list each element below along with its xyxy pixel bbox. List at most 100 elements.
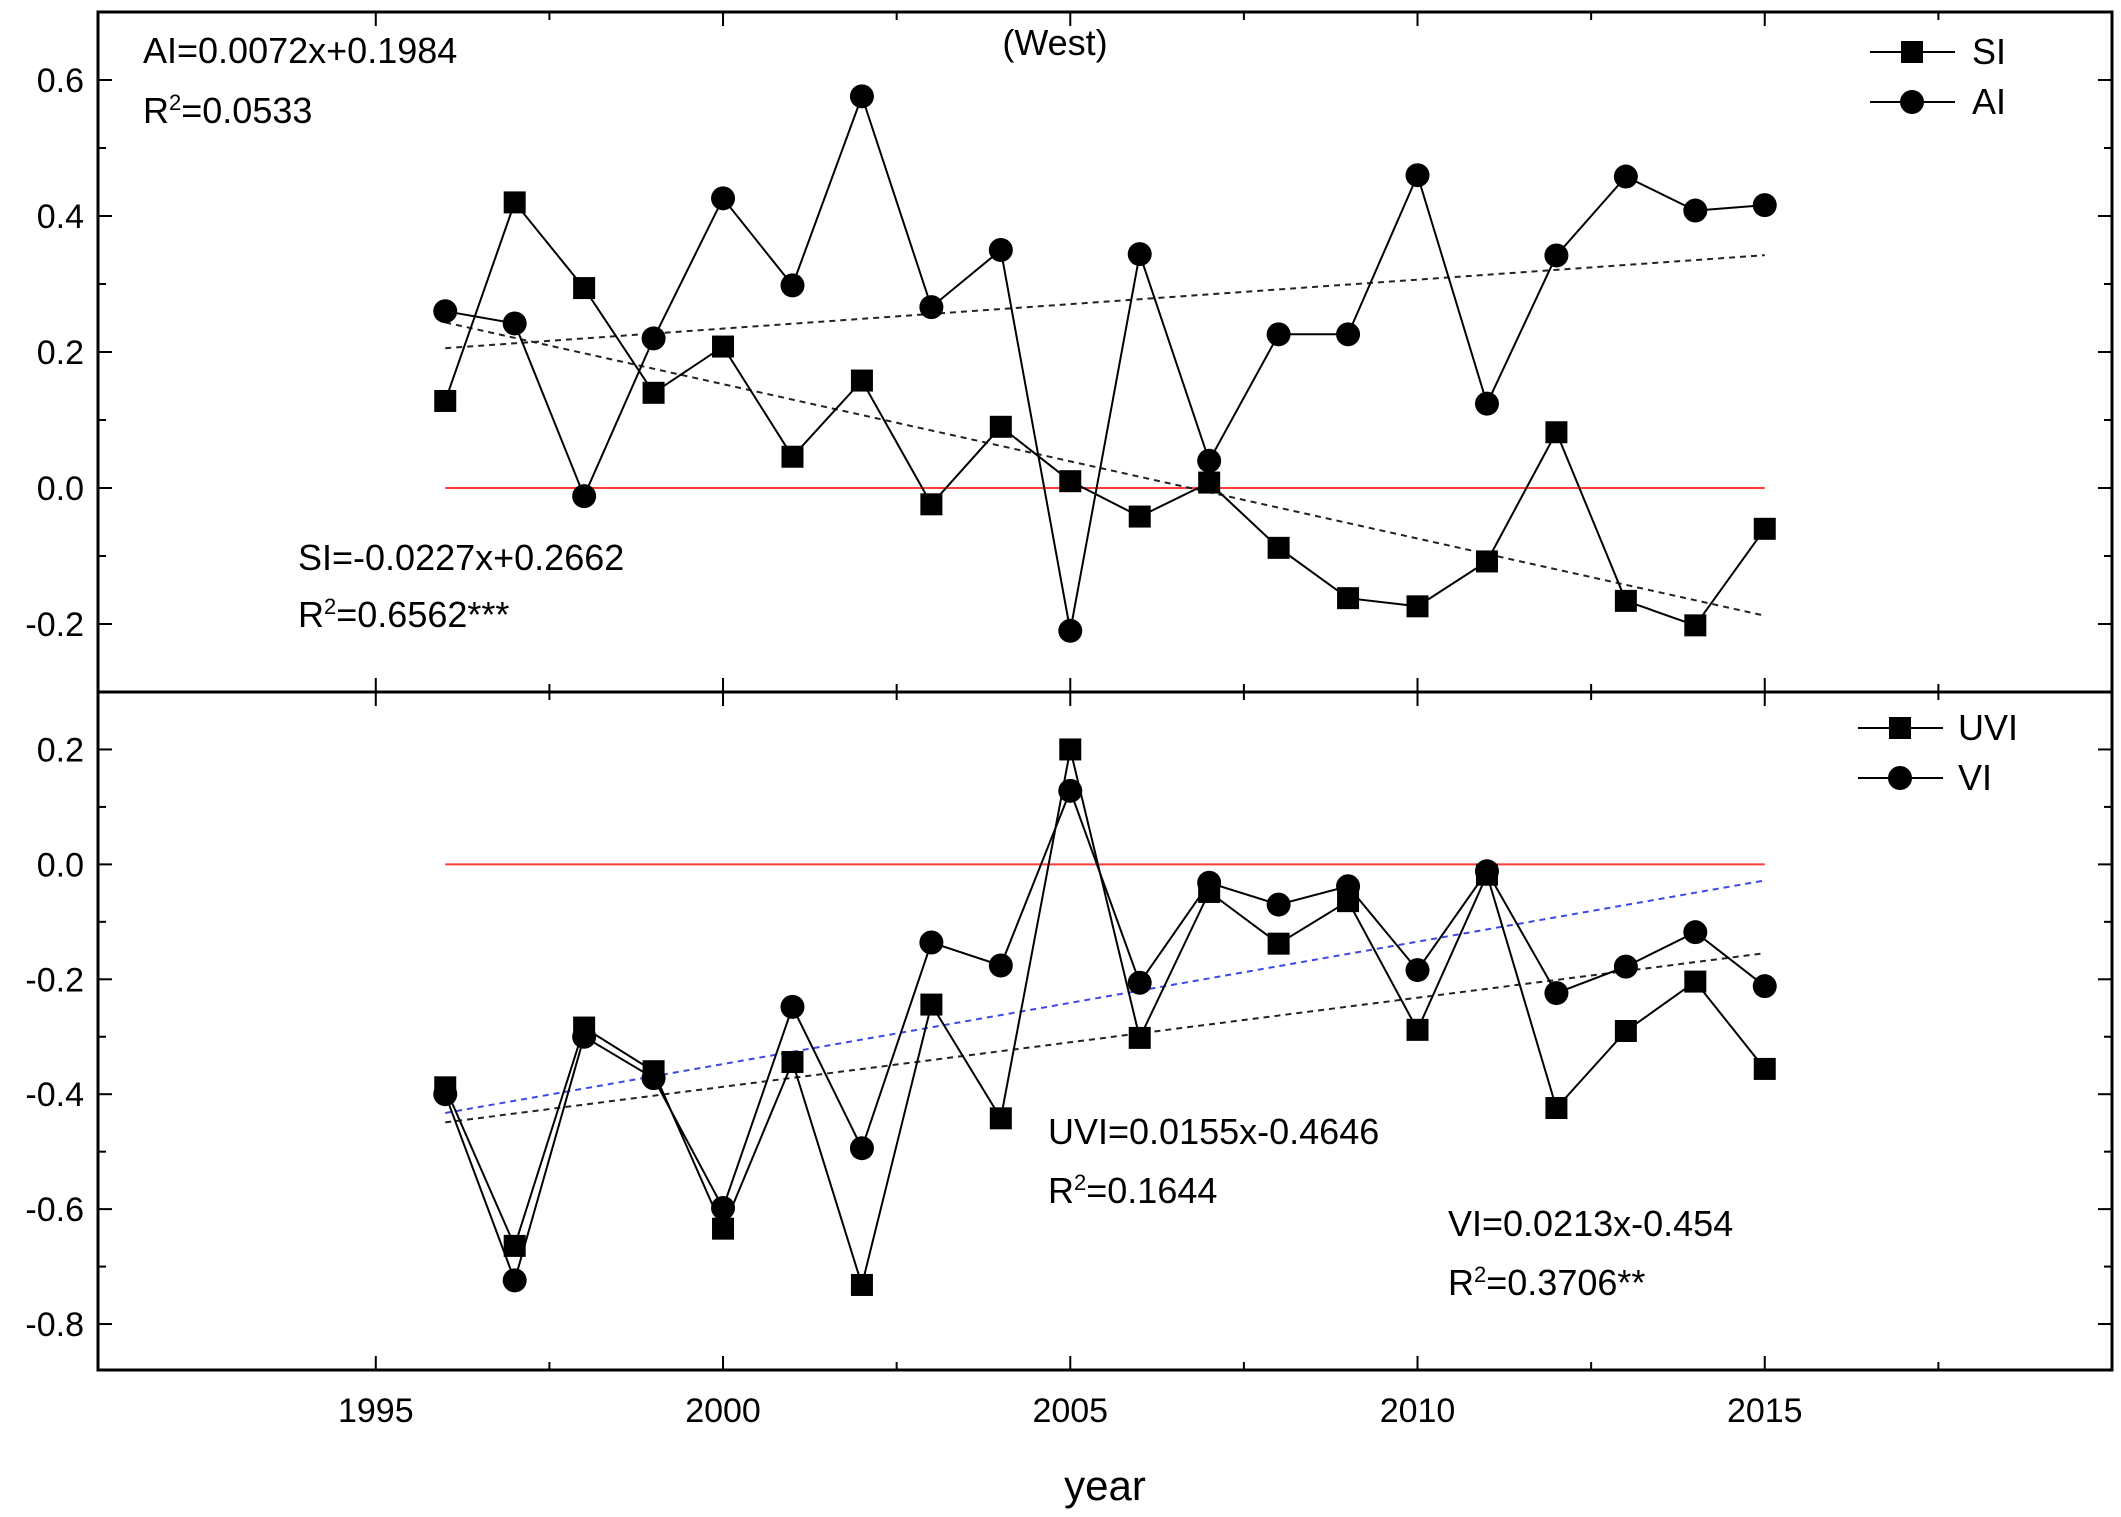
bottom-y-tick-label: -0.6 bbox=[25, 1191, 84, 1229]
data-point-vi bbox=[1058, 778, 1083, 803]
data-point-uvi bbox=[712, 1217, 735, 1240]
vi-r2-prefix: R bbox=[1448, 1262, 1474, 1303]
x-tick-label: 2015 bbox=[1727, 1392, 1803, 1430]
ai-r2-value: =0.0533 bbox=[181, 90, 312, 131]
data-point-vi bbox=[1197, 870, 1222, 895]
data-point-si bbox=[1684, 614, 1707, 637]
data-point-ai bbox=[919, 295, 944, 320]
ai-r2: R2=0.0533 bbox=[143, 90, 312, 131]
top-y-tick-label: -0.2 bbox=[25, 606, 84, 644]
data-point-ai bbox=[1266, 322, 1291, 347]
data-point-uvi bbox=[920, 993, 943, 1016]
data-point-si bbox=[989, 415, 1012, 438]
data-point-si bbox=[1267, 536, 1290, 559]
top-legend: SI AI bbox=[1870, 31, 2006, 122]
top-trendline-si bbox=[445, 321, 1765, 617]
bottom-series-layer bbox=[433, 738, 1777, 1296]
x-axis-label: year bbox=[1064, 1462, 1146, 1509]
chart-title: (West) bbox=[1002, 22, 1107, 63]
top-y-tick-label: 0.2 bbox=[37, 334, 84, 372]
data-point-uvi bbox=[1267, 932, 1290, 955]
data-point-uvi bbox=[1059, 738, 1082, 761]
data-point-vi bbox=[1405, 958, 1430, 983]
top-y-tick-label: 0.6 bbox=[37, 62, 84, 100]
data-point-si bbox=[850, 369, 873, 392]
data-point-uvi bbox=[503, 1234, 526, 1257]
data-point-ai bbox=[1058, 618, 1083, 643]
vi-r2-value: =0.3706** bbox=[1486, 1262, 1645, 1303]
data-point-ai bbox=[1336, 322, 1361, 347]
data-point-ai bbox=[988, 238, 1013, 262]
data-point-si bbox=[573, 277, 596, 300]
series-line-uvi bbox=[444, 749, 1766, 1289]
legend-vi-label: VI bbox=[1958, 757, 1992, 798]
data-point-ai bbox=[641, 326, 666, 351]
data-point-vi bbox=[1613, 954, 1638, 979]
data-point-vi bbox=[433, 1082, 458, 1107]
data-point-vi bbox=[988, 953, 1013, 978]
data-point-si bbox=[920, 493, 943, 516]
uvi-r2-value: =0.1644 bbox=[1086, 1170, 1217, 1211]
ai-equation: AI=0.0072x+0.1984 bbox=[143, 30, 457, 71]
bottom-y-tick-label: 0.2 bbox=[37, 731, 84, 769]
top-y-tick-label: 0.0 bbox=[37, 470, 84, 508]
top-trendline-ai bbox=[445, 254, 1765, 350]
bottom-trendline-vi bbox=[445, 879, 1765, 1114]
data-point-vi bbox=[711, 1195, 736, 1220]
data-point-vi bbox=[1127, 970, 1152, 995]
uvi-equation: UVI=0.0155x-0.4646 bbox=[1048, 1111, 1379, 1152]
bottom-y-tick-label: -0.4 bbox=[25, 1076, 84, 1114]
data-point-ai bbox=[572, 484, 597, 509]
data-point-uvi bbox=[1545, 1096, 1568, 1119]
data-point-ai bbox=[1752, 193, 1777, 218]
uvi-r2: R2=0.1644 bbox=[1048, 1170, 1217, 1211]
data-point-si bbox=[1475, 550, 1498, 573]
data-point-vi bbox=[849, 1136, 874, 1161]
data-point-vi bbox=[1336, 874, 1361, 899]
data-point-vi bbox=[502, 1268, 527, 1293]
si-r2-prefix: R bbox=[298, 594, 324, 635]
data-point-ai bbox=[1544, 243, 1569, 268]
legend-ai-label: AI bbox=[1972, 81, 2006, 122]
bottom-plot-frame bbox=[96, 690, 2114, 1372]
bottom-trendline-uvi bbox=[445, 952, 1765, 1124]
data-point-uvi bbox=[1128, 1026, 1151, 1049]
si-r2-value: =0.6562*** bbox=[336, 594, 509, 635]
vi-equation: VI=0.0213x-0.454 bbox=[1448, 1203, 1733, 1244]
si-r2: R2=0.6562*** bbox=[298, 594, 509, 635]
data-point-vi bbox=[1683, 920, 1708, 945]
ai-r2-prefix: R bbox=[143, 90, 169, 131]
data-point-si bbox=[781, 445, 804, 468]
data-point-si bbox=[1614, 589, 1637, 612]
legend-si-label: SI bbox=[1972, 31, 2006, 72]
legend-uvi-marker bbox=[1889, 717, 1911, 739]
data-point-ai bbox=[502, 311, 527, 336]
data-point-si bbox=[1128, 505, 1151, 528]
bottom-trendline-layer bbox=[445, 879, 1765, 1124]
data-point-si bbox=[1059, 470, 1082, 493]
data-point-vi bbox=[641, 1066, 666, 1091]
data-point-vi bbox=[1474, 859, 1499, 884]
data-point-uvi bbox=[781, 1051, 804, 1074]
bottom-tick-layer: -0.8 -0.6 -0.4 -0.2 0.0 0.2 bbox=[25, 692, 2112, 1370]
data-point-si bbox=[642, 381, 665, 404]
x-tick-label: 1995 bbox=[338, 1392, 414, 1430]
data-point-ai bbox=[1474, 391, 1499, 416]
x-tick-label: 2000 bbox=[685, 1392, 761, 1430]
ai-r2-sup: 2 bbox=[169, 90, 181, 115]
data-point-si bbox=[434, 389, 457, 412]
data-point-vi bbox=[919, 930, 944, 955]
data-point-vi bbox=[572, 1024, 597, 1049]
data-point-si bbox=[1753, 517, 1776, 540]
legend-si-marker bbox=[1901, 41, 1923, 63]
data-point-ai bbox=[780, 273, 805, 298]
data-point-si bbox=[503, 191, 526, 214]
data-point-uvi bbox=[989, 1107, 1012, 1130]
data-point-uvi bbox=[1406, 1018, 1429, 1041]
data-point-uvi bbox=[850, 1273, 873, 1296]
top-trendline-layer bbox=[445, 254, 1765, 617]
series-line-si bbox=[444, 200, 1766, 627]
bottom-y-tick-label: 0.0 bbox=[37, 846, 84, 884]
top-y-tick-label: 0.4 bbox=[37, 198, 84, 236]
